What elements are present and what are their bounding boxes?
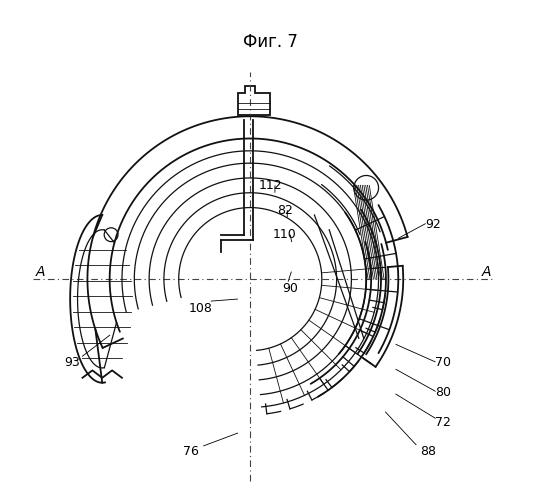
Text: 110: 110 bbox=[273, 228, 296, 241]
Text: 90: 90 bbox=[282, 282, 298, 295]
Text: 112: 112 bbox=[258, 179, 282, 192]
Text: 108: 108 bbox=[189, 302, 213, 315]
Text: 88: 88 bbox=[420, 445, 436, 458]
Text: A: A bbox=[482, 264, 492, 279]
Text: A: A bbox=[36, 264, 45, 279]
Text: 80: 80 bbox=[435, 386, 451, 399]
Text: Фиг. 7: Фиг. 7 bbox=[242, 33, 298, 51]
Text: 70: 70 bbox=[435, 356, 451, 369]
Text: 76: 76 bbox=[183, 445, 199, 458]
Text: 92: 92 bbox=[425, 219, 441, 232]
Text: 72: 72 bbox=[435, 416, 451, 429]
Text: 82: 82 bbox=[277, 204, 293, 217]
Text: 93: 93 bbox=[65, 356, 80, 369]
